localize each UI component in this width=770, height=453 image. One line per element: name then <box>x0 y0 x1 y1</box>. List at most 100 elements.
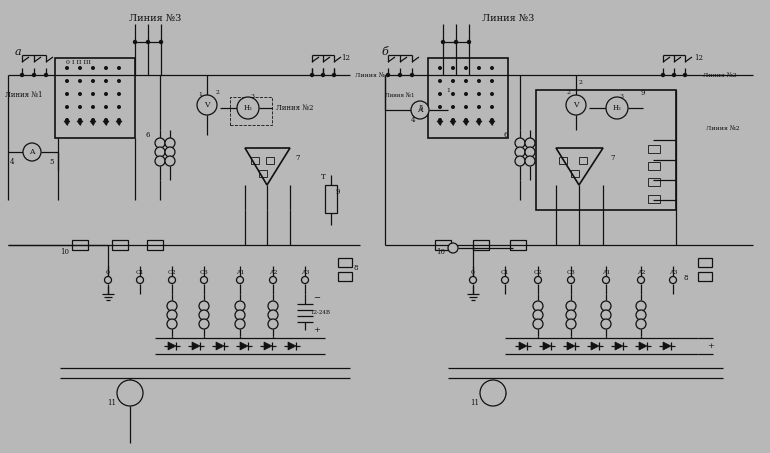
Circle shape <box>23 143 41 161</box>
Bar <box>698 258 712 267</box>
Polygon shape <box>90 121 96 125</box>
Circle shape <box>199 310 209 320</box>
Text: A1: A1 <box>601 270 611 275</box>
Text: 5: 5 <box>50 158 54 166</box>
Text: 4: 4 <box>10 158 15 166</box>
Circle shape <box>477 79 481 83</box>
Circle shape <box>91 92 95 96</box>
Circle shape <box>515 138 525 148</box>
Circle shape <box>438 79 442 83</box>
Text: 3: 3 <box>250 95 254 100</box>
Circle shape <box>235 319 245 329</box>
Circle shape <box>20 73 24 77</box>
Text: Линия №1: Линия №1 <box>385 92 414 97</box>
Text: A3: A3 <box>301 270 310 275</box>
Circle shape <box>165 138 175 148</box>
Text: 5: 5 <box>419 104 424 112</box>
Text: C2: C2 <box>168 270 176 275</box>
Circle shape <box>636 310 646 320</box>
Circle shape <box>467 40 471 44</box>
Circle shape <box>105 276 112 284</box>
Circle shape <box>91 105 95 109</box>
Text: V: V <box>204 101 209 109</box>
Text: Линия №3: Линия №3 <box>482 14 534 23</box>
Circle shape <box>65 79 69 83</box>
Circle shape <box>302 276 309 284</box>
Circle shape <box>32 73 36 77</box>
Circle shape <box>525 138 535 148</box>
Circle shape <box>237 97 259 119</box>
Circle shape <box>438 66 442 70</box>
Bar <box>579 157 587 164</box>
Circle shape <box>104 79 108 83</box>
Circle shape <box>464 92 468 96</box>
Circle shape <box>197 95 217 115</box>
Circle shape <box>167 310 177 320</box>
Circle shape <box>451 79 455 83</box>
Text: 0: 0 <box>471 270 475 275</box>
Bar <box>325 185 337 213</box>
Text: 9: 9 <box>336 188 340 196</box>
Circle shape <box>155 138 165 148</box>
Text: C2: C2 <box>534 270 542 275</box>
Text: C1: C1 <box>136 270 145 275</box>
Circle shape <box>65 118 69 122</box>
Circle shape <box>515 156 525 166</box>
Circle shape <box>386 73 390 77</box>
Circle shape <box>438 92 442 96</box>
Circle shape <box>464 118 468 122</box>
Circle shape <box>566 310 576 320</box>
Text: 12: 12 <box>342 54 350 62</box>
Circle shape <box>671 73 676 77</box>
Bar <box>338 258 352 267</box>
Polygon shape <box>77 121 83 125</box>
Bar <box>648 195 660 203</box>
Text: 1: 1 <box>446 87 450 92</box>
Text: Линия №: Линия № <box>355 72 385 77</box>
Text: 7: 7 <box>296 154 300 162</box>
Polygon shape <box>639 342 647 350</box>
Circle shape <box>236 276 243 284</box>
Bar <box>72 240 88 250</box>
Circle shape <box>438 105 442 109</box>
Bar <box>428 58 508 138</box>
Text: 10: 10 <box>61 248 69 256</box>
Circle shape <box>165 147 175 157</box>
Text: C3: C3 <box>567 270 575 275</box>
Text: а: а <box>15 47 22 57</box>
Polygon shape <box>116 121 122 125</box>
Circle shape <box>470 276 477 284</box>
Circle shape <box>117 66 121 70</box>
Circle shape <box>65 92 69 96</box>
Circle shape <box>661 73 665 77</box>
Polygon shape <box>450 121 456 125</box>
Circle shape <box>104 66 108 70</box>
Bar <box>648 145 660 153</box>
Circle shape <box>567 276 574 284</box>
Circle shape <box>136 276 143 284</box>
Circle shape <box>117 92 121 96</box>
Circle shape <box>669 276 677 284</box>
Circle shape <box>44 73 49 77</box>
Text: A: A <box>29 148 35 156</box>
Circle shape <box>477 92 481 96</box>
Circle shape <box>159 40 163 44</box>
Text: б: б <box>382 47 388 57</box>
Circle shape <box>310 73 314 77</box>
Circle shape <box>464 79 468 83</box>
Circle shape <box>490 92 494 96</box>
Text: 3: 3 <box>619 95 623 100</box>
Text: 11: 11 <box>108 399 116 407</box>
Polygon shape <box>663 342 671 350</box>
Circle shape <box>104 118 108 122</box>
Bar <box>648 162 660 170</box>
Circle shape <box>602 276 610 284</box>
Circle shape <box>91 118 95 122</box>
Text: 2: 2 <box>216 91 220 96</box>
Circle shape <box>464 105 468 109</box>
Text: H₂: H₂ <box>613 104 621 112</box>
Circle shape <box>165 156 175 166</box>
Polygon shape <box>543 342 551 350</box>
Text: −: − <box>313 294 320 302</box>
Text: 7: 7 <box>611 154 615 162</box>
